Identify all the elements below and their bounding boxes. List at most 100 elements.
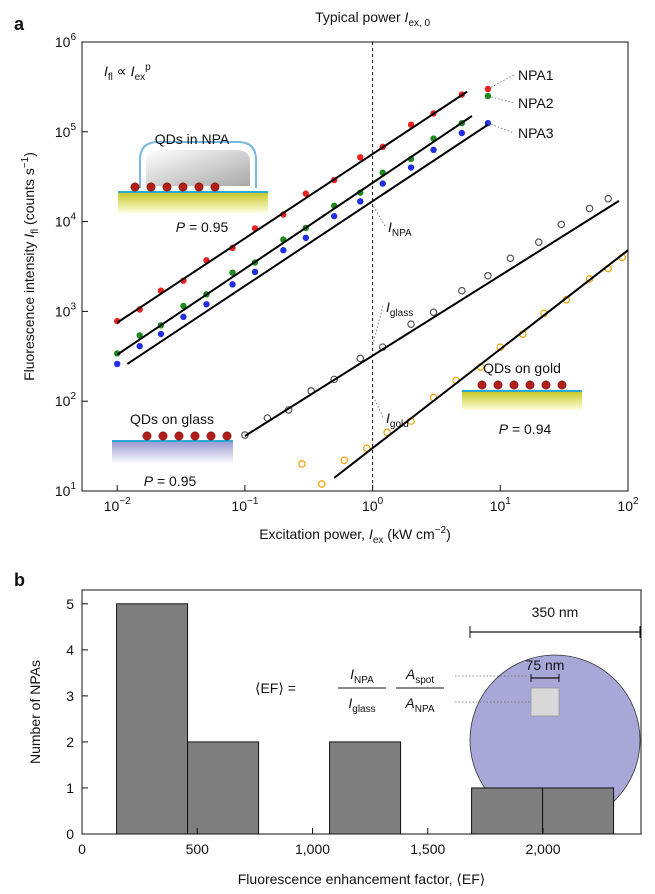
- dot: [162, 182, 172, 192]
- text-part: gold: [390, 419, 409, 430]
- data-point: [429, 308, 438, 316]
- data-point: [317, 480, 326, 488]
- text-part: (kW cm: [383, 526, 434, 542]
- text-part: 2,000: [526, 841, 561, 857]
- text-part: 10: [231, 498, 247, 514]
- inset-gold-drawing: [462, 390, 582, 410]
- text-part: 10: [617, 498, 633, 514]
- dot: [190, 431, 200, 441]
- data-point: [340, 456, 349, 465]
- x-axis-label: Fluorescence enhancement factor, ⟨EF⟩: [238, 871, 486, 887]
- inset-title: QDs in NPA: [155, 131, 230, 147]
- text-part: −1: [20, 156, 31, 168]
- dot: [130, 182, 140, 192]
- text-part: 0: [378, 496, 384, 507]
- fit-line: [126, 123, 489, 365]
- dot: [142, 431, 152, 441]
- text-part: I: [386, 410, 390, 426]
- text-part: −2: [119, 496, 131, 507]
- data-point: [458, 286, 466, 295]
- data-point: [136, 332, 143, 339]
- data-point: [136, 342, 143, 350]
- text-part: 10: [55, 303, 71, 319]
- data-point: [458, 129, 466, 137]
- bar: [187, 741, 260, 835]
- data-point: [298, 460, 306, 468]
- dot: [222, 431, 232, 441]
- data-point: [557, 220, 566, 229]
- data-point: [379, 180, 386, 187]
- data-point: [302, 190, 310, 197]
- panel-label: a: [14, 14, 25, 34]
- data-point: [251, 268, 259, 276]
- inset-glass-drawing: [112, 440, 233, 464]
- text-part: Typical power: [315, 9, 404, 25]
- data-point: [585, 204, 594, 213]
- x-tick-label: 2,000: [526, 841, 561, 857]
- y-axis-label: Number of NPAs: [27, 660, 43, 764]
- text-part: Fluorescence intensity: [21, 238, 37, 381]
- axes-frame: [81, 41, 629, 492]
- text-part: ): [446, 526, 451, 542]
- x-tick-label: 1,000: [295, 841, 330, 857]
- text-part: P: [499, 421, 509, 437]
- text-part: I: [369, 526, 373, 542]
- fit-line: [244, 200, 620, 437]
- text-part: 5: [70, 122, 76, 133]
- text-part: −2: [435, 525, 447, 536]
- fit-line: [116, 115, 473, 356]
- dot: [525, 380, 535, 390]
- data-point: [362, 444, 371, 452]
- dot: [541, 380, 551, 390]
- text-part: = 0.95: [185, 219, 228, 235]
- data-point: [407, 121, 415, 128]
- y-tick-label: 101: [55, 481, 77, 499]
- text-part: glass: [352, 704, 375, 715]
- data-point: [604, 194, 613, 203]
- inset-npa-drawing: [118, 141, 268, 213]
- text-part: I: [386, 299, 390, 315]
- y-tick-label: 105: [55, 122, 77, 140]
- quantum-dots: [130, 182, 567, 441]
- data-point: [203, 301, 210, 308]
- text-part: p: [145, 62, 151, 73]
- text-part: 10: [104, 498, 120, 514]
- data-point: [280, 247, 287, 254]
- bar: [542, 787, 615, 835]
- text-part: Excitation power,: [259, 526, 369, 542]
- panel-label: b: [14, 570, 25, 590]
- scale-label: 75 nm: [526, 657, 565, 673]
- data-point: [407, 320, 415, 329]
- dot: [206, 431, 216, 441]
- text-part: spot: [415, 675, 434, 686]
- text-part: 2: [633, 496, 639, 507]
- text-part: −1: [247, 496, 259, 507]
- top-label: Typical power Iex, 0: [315, 9, 430, 29]
- text-part: 10: [55, 124, 71, 140]
- annotation: Ifl ∝ Iexp: [104, 62, 151, 83]
- text-part: 1: [505, 496, 511, 507]
- data-point: [484, 271, 492, 280]
- text-part: A: [404, 695, 414, 711]
- y-tick-label: 3: [66, 688, 74, 704]
- text-part: ∝: [113, 63, 131, 79]
- inset-title: QDs on gold: [483, 360, 561, 376]
- y-tick-label: 103: [55, 301, 77, 319]
- text-part: I: [348, 695, 352, 711]
- x-tick-label: 1,500: [410, 841, 445, 857]
- dot: [146, 182, 156, 192]
- bar: [116, 603, 189, 835]
- dot: [194, 182, 204, 192]
- series-label: NPA3: [518, 125, 554, 141]
- x-tick-label: 10−2: [104, 496, 131, 514]
- formula-numerator: Aspot: [405, 666, 434, 686]
- data-point: [229, 269, 236, 276]
- text-part: 4: [70, 212, 76, 223]
- text-part: 6: [70, 32, 76, 43]
- text-part: 1: [70, 481, 76, 492]
- y-tick-label: 102: [55, 391, 77, 409]
- text-part: 10: [55, 214, 71, 230]
- leader: [487, 95, 515, 104]
- formula-denominator: ANPA: [404, 695, 434, 715]
- x-tick-label: 101: [490, 496, 512, 514]
